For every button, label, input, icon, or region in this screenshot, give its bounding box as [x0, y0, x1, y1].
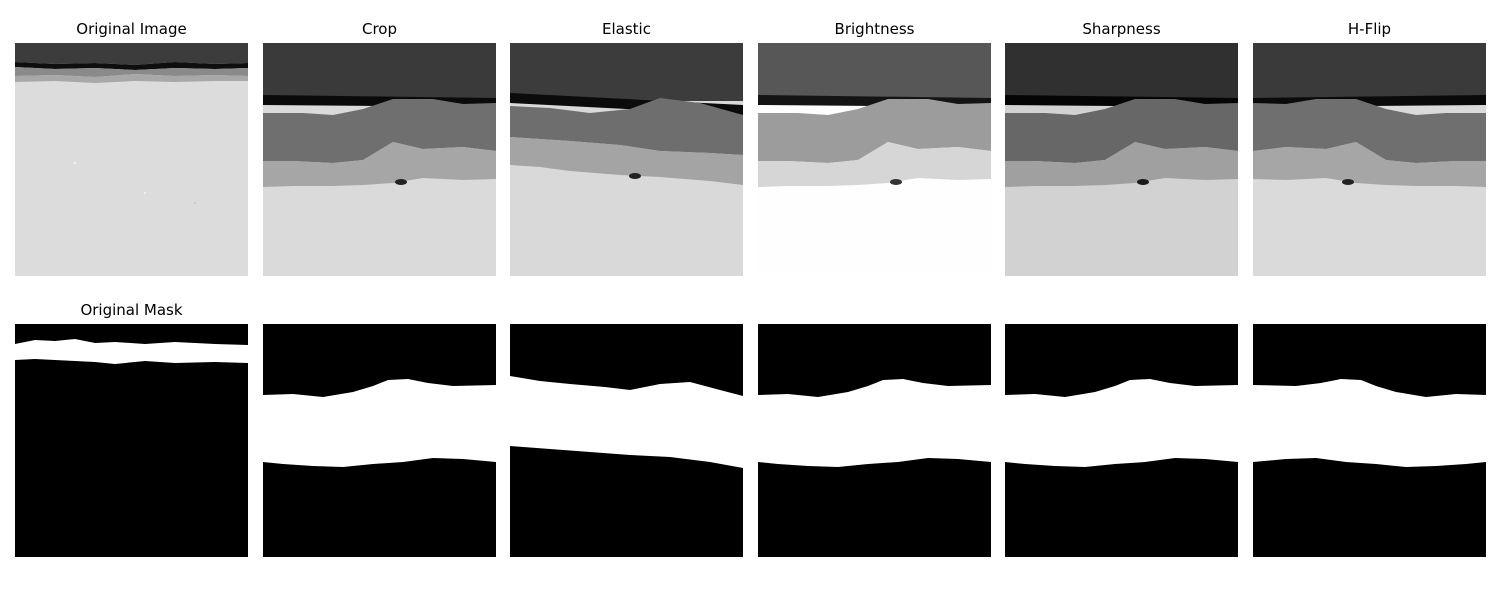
mask-panel-brightness [758, 324, 991, 557]
mask-panel-sharpness [1005, 324, 1238, 557]
panel-title-brightness: Brightness [834, 20, 915, 38]
mask-panel-elastic [510, 324, 743, 557]
panel-title-crop: Crop [361, 20, 397, 38]
panel-title-elastic: Elastic [602, 20, 651, 38]
mask-panel-crop [263, 324, 496, 557]
image-panel-brightness [758, 43, 991, 276]
panel-title-sharpness: Sharpness [1082, 20, 1161, 38]
panel-title-original-mask: Original Mask [80, 301, 183, 319]
image-panel-crop [263, 43, 496, 276]
image-panel-sharpness [1005, 43, 1238, 276]
image-panel-original [15, 43, 248, 276]
panel-title-original-image: Original Image [76, 20, 187, 38]
image-panel-elastic [510, 43, 743, 276]
image-panel-hflip [1253, 43, 1486, 276]
mask-panel-original [15, 324, 248, 557]
mask-panel-hflip [1253, 324, 1486, 557]
panel-title-hflip: H-Flip [1347, 20, 1392, 38]
